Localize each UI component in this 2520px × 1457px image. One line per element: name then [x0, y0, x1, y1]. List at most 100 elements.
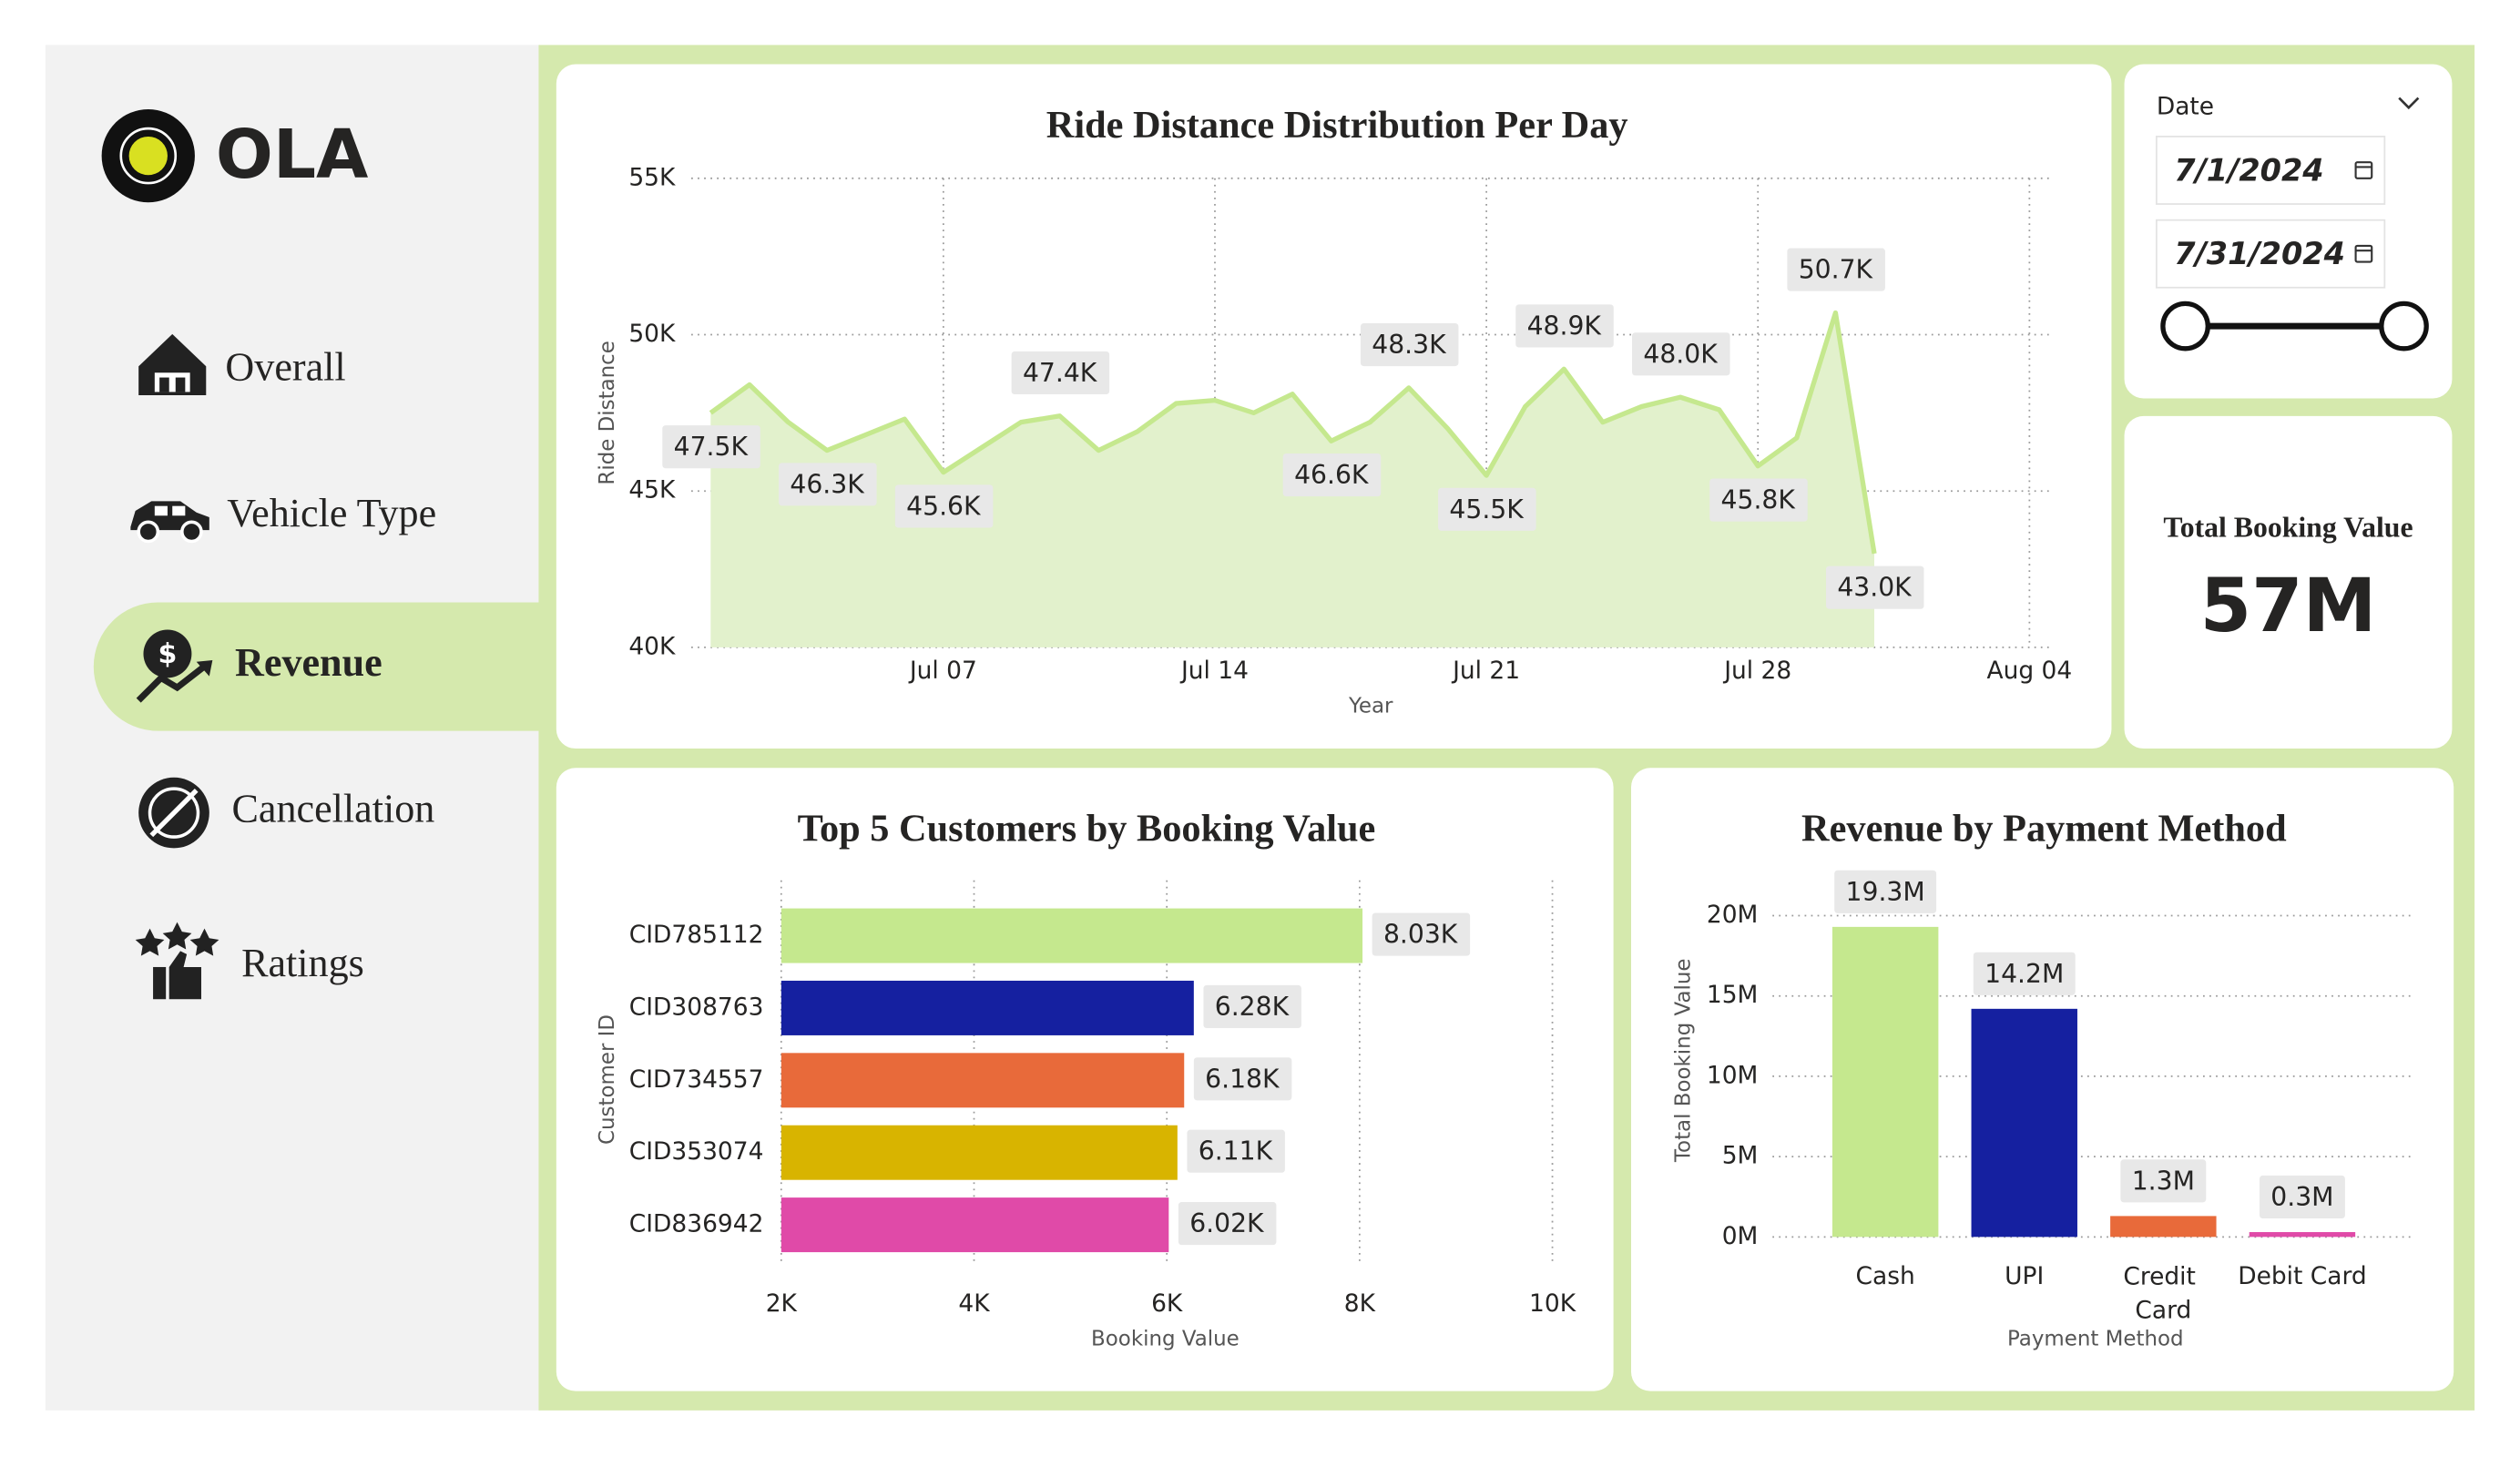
label-box [1632, 332, 1730, 376]
label-box [1187, 1129, 1285, 1173]
data-label: 0.3M [2270, 1182, 2333, 1212]
bar [780, 908, 1363, 963]
nav-item[interactable]: Ratings [241, 941, 364, 985]
data-label: 6.11K [1199, 1136, 1274, 1167]
bar [1831, 926, 1939, 1238]
x-tick-label: 10K [1529, 1289, 1576, 1318]
date-input[interactable] [2155, 136, 2386, 205]
y-tick-label: 40K [628, 632, 676, 660]
x-tick-label: 8K [1344, 1289, 1376, 1318]
start-date[interactable]: 7/1/2024 [2174, 152, 2323, 188]
data-label: 6.28K [1215, 992, 1291, 1022]
panel [2124, 415, 2453, 749]
filter-label: Date [2157, 93, 2214, 121]
label-box [1011, 351, 1110, 394]
nav-item[interactable]: Vehicle Type [227, 491, 436, 535]
category-label: CID785112 [629, 921, 764, 949]
icon-vehicle [130, 501, 209, 544]
logo-text: OLA [216, 116, 369, 194]
data-label: 48.9K [1527, 311, 1603, 341]
data-label: 19.3M [1846, 877, 1925, 907]
x-axis-title: Year [1348, 695, 1393, 718]
label-box [1709, 478, 1808, 522]
x-axis-title: Payment Method [2007, 1328, 2184, 1351]
y-tick-label: 55K [628, 163, 676, 191]
label-box [894, 484, 994, 528]
label-box [1825, 565, 1924, 609]
icon-cancellation [138, 777, 209, 849]
y-tick-label: 50K [628, 320, 676, 348]
logo-dot [128, 136, 168, 176]
end-date[interactable]: 7/31/2024 [2174, 236, 2345, 271]
icon-revenue: $ [136, 629, 213, 703]
category-label: UPI [2005, 1262, 2044, 1290]
x-tick-label: 4K [958, 1289, 990, 1318]
y-tick-label: 0M [1722, 1222, 1759, 1250]
x-tick-label: Aug 04 [1986, 657, 2072, 685]
x-tick-label: Jul 21 [1451, 657, 1520, 685]
data-label: 45.5K [1449, 494, 1525, 525]
nav-item[interactable]: Cancellation [232, 787, 435, 831]
x-tick-label: Jul 14 [1179, 657, 1249, 685]
category-label: Credit Card [2123, 1262, 2203, 1324]
label-box [1834, 870, 1937, 913]
data-label: 46.6K [1294, 460, 1370, 490]
label-box [662, 425, 760, 469]
slider-handle[interactable] [2379, 301, 2429, 352]
data-label: 48.3K [1372, 330, 1447, 360]
data-label: 1.3M [2132, 1166, 2195, 1196]
kpi-title: Total Booking Value [2163, 511, 2413, 543]
bar [1971, 1008, 2077, 1238]
active-nav-highlight [93, 602, 608, 731]
label-box [1282, 453, 1382, 497]
nav-item[interactable]: Revenue [235, 640, 383, 685]
bar [780, 1125, 1178, 1180]
x-axis-title: Booking Value [1091, 1328, 1240, 1351]
date-input[interactable] [2155, 219, 2386, 289]
y-tick-label: 5M [1722, 1142, 1759, 1170]
line [709, 310, 1877, 555]
label-box [1515, 304, 1614, 348]
y-tick-label: 10M [1707, 1061, 1758, 1089]
nav-item[interactable]: Overall [225, 345, 345, 390]
label-box [1178, 1202, 1277, 1246]
label-box [1372, 912, 1471, 956]
y-axis-title: Ride Distance [596, 341, 619, 484]
dropdown-chevron[interactable] [2398, 97, 2420, 110]
bar [2110, 1216, 2217, 1238]
slider-handle[interactable] [2160, 301, 2210, 352]
bar [780, 1197, 1169, 1253]
data-label: 48.0K [1643, 339, 1719, 369]
data-label: 45.6K [906, 491, 982, 521]
data-label: 47.5K [674, 432, 750, 462]
label-box [2259, 1175, 2345, 1219]
category-label: CID836942 [629, 1210, 764, 1238]
category-label: CID353074 [629, 1137, 764, 1166]
category-label: Debit Card [2238, 1262, 2366, 1290]
label-box [1973, 952, 2076, 995]
icon-ratings [135, 922, 219, 1000]
category-label: CID734557 [629, 1065, 764, 1094]
x-tick-label: 2K [766, 1289, 798, 1318]
svg-text:$: $ [158, 638, 178, 670]
y-tick-label: 20M [1707, 901, 1758, 929]
label-box [1438, 487, 1536, 531]
kpi-value: 57M [2200, 564, 2377, 649]
label-box [1360, 322, 1459, 367]
data-label: 47.4K [1023, 358, 1098, 388]
x-tick-label: Jul 07 [908, 657, 977, 685]
category-label: Cash [1856, 1262, 1915, 1290]
data-label: 43.0K [1837, 573, 1913, 603]
data-label: 14.2M [1984, 959, 2064, 989]
data-label: 8.03K [1383, 920, 1459, 950]
x-tick-label: 6K [1151, 1289, 1183, 1318]
data-label: 45.8K [1721, 485, 1797, 515]
data-label: 6.02K [1189, 1208, 1265, 1238]
x-tick-label: Jul 28 [1722, 657, 1791, 685]
label-box [779, 463, 877, 506]
chart-title: Top 5 Customers by Booking Value [798, 808, 1376, 851]
bar [2249, 1232, 2356, 1238]
